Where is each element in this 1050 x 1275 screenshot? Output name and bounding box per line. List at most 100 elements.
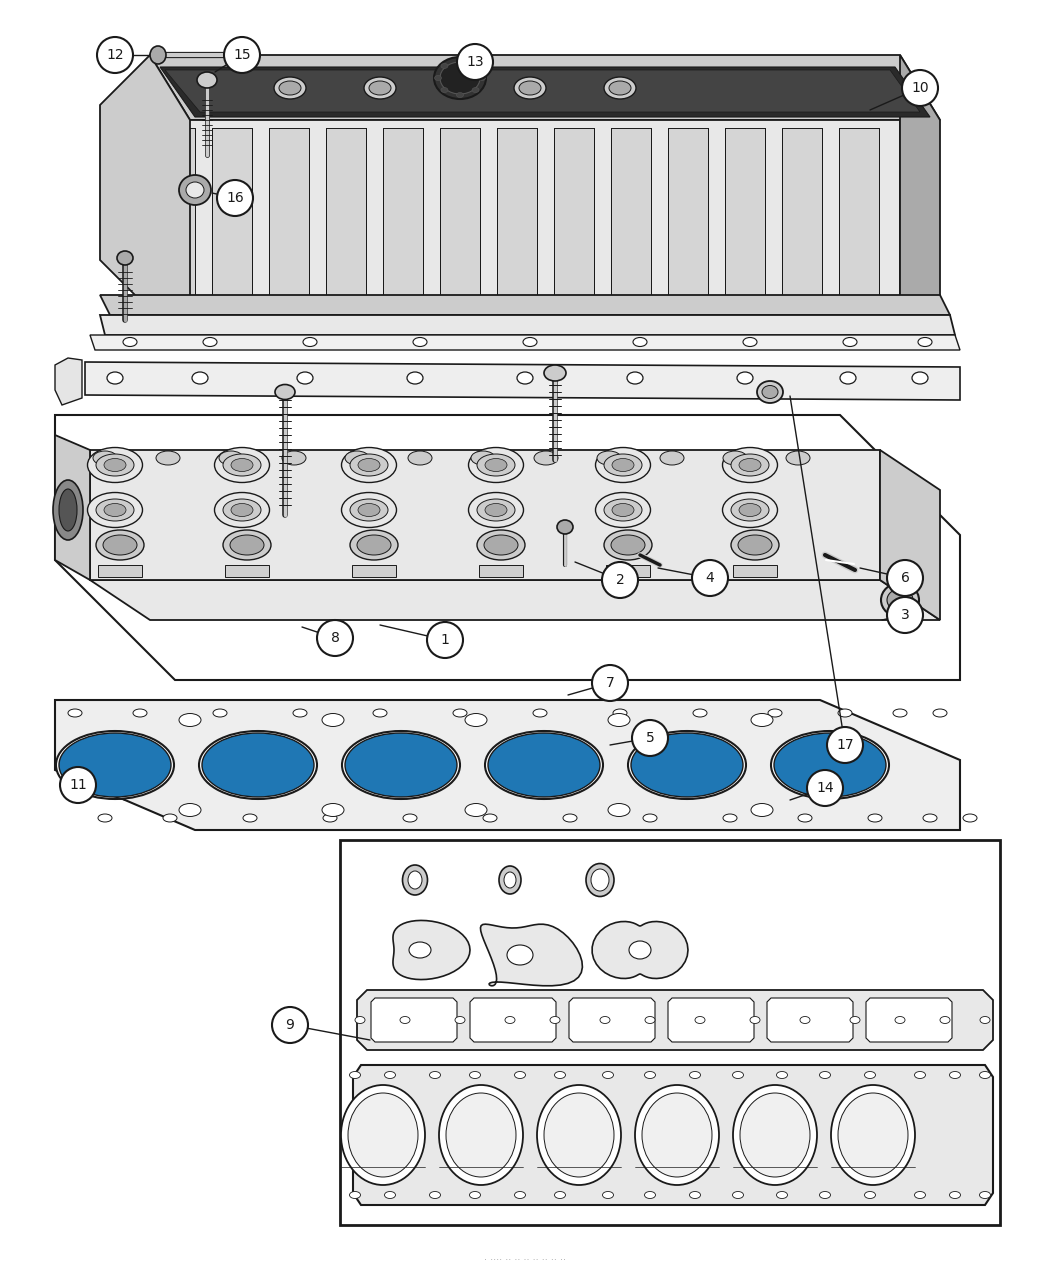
- Ellipse shape: [52, 479, 83, 541]
- Ellipse shape: [355, 1016, 365, 1024]
- Ellipse shape: [150, 46, 166, 64]
- Ellipse shape: [550, 1016, 560, 1024]
- Circle shape: [457, 45, 494, 80]
- Ellipse shape: [468, 448, 524, 482]
- Ellipse shape: [213, 709, 227, 717]
- Text: 8: 8: [331, 631, 339, 645]
- Ellipse shape: [731, 454, 769, 476]
- Text: 1: 1: [441, 632, 449, 646]
- Ellipse shape: [441, 88, 448, 93]
- Ellipse shape: [586, 863, 614, 896]
- Ellipse shape: [751, 803, 773, 816]
- Ellipse shape: [243, 813, 257, 822]
- Bar: [479, 565, 523, 578]
- Ellipse shape: [214, 448, 270, 482]
- Circle shape: [224, 37, 260, 73]
- Ellipse shape: [612, 459, 634, 472]
- Ellipse shape: [751, 714, 773, 727]
- Ellipse shape: [219, 451, 243, 465]
- Ellipse shape: [455, 1016, 465, 1024]
- Polygon shape: [440, 128, 480, 300]
- Circle shape: [692, 560, 728, 595]
- Ellipse shape: [739, 459, 761, 472]
- Ellipse shape: [504, 872, 516, 887]
- Polygon shape: [782, 128, 822, 300]
- Ellipse shape: [402, 864, 427, 895]
- Polygon shape: [900, 55, 940, 310]
- Ellipse shape: [231, 504, 253, 516]
- Ellipse shape: [483, 813, 497, 822]
- Ellipse shape: [107, 372, 123, 384]
- Ellipse shape: [544, 365, 566, 381]
- Ellipse shape: [341, 448, 397, 482]
- Ellipse shape: [103, 536, 136, 555]
- Ellipse shape: [838, 709, 852, 717]
- Ellipse shape: [350, 454, 388, 476]
- Ellipse shape: [690, 1071, 700, 1079]
- Polygon shape: [90, 335, 960, 351]
- Ellipse shape: [690, 1192, 700, 1198]
- Ellipse shape: [519, 82, 541, 96]
- Ellipse shape: [477, 499, 514, 521]
- Circle shape: [632, 720, 668, 756]
- Polygon shape: [839, 128, 879, 300]
- Ellipse shape: [56, 731, 174, 799]
- Text: 17: 17: [836, 738, 854, 752]
- Polygon shape: [569, 998, 655, 1042]
- Polygon shape: [90, 580, 940, 620]
- Circle shape: [427, 622, 463, 658]
- Ellipse shape: [93, 451, 117, 465]
- Ellipse shape: [214, 492, 270, 528]
- Ellipse shape: [297, 372, 313, 384]
- Ellipse shape: [556, 520, 573, 534]
- Ellipse shape: [554, 1192, 566, 1198]
- Ellipse shape: [68, 709, 82, 717]
- Ellipse shape: [733, 1192, 743, 1198]
- Polygon shape: [160, 68, 930, 117]
- Ellipse shape: [123, 338, 136, 347]
- Ellipse shape: [643, 813, 657, 822]
- Ellipse shape: [178, 714, 201, 727]
- Ellipse shape: [488, 733, 600, 797]
- Ellipse shape: [611, 536, 645, 555]
- Ellipse shape: [96, 499, 134, 521]
- Ellipse shape: [517, 372, 533, 384]
- Text: 2: 2: [615, 572, 625, 586]
- Ellipse shape: [838, 1093, 908, 1177]
- Ellipse shape: [963, 813, 976, 822]
- Ellipse shape: [774, 733, 886, 797]
- Ellipse shape: [800, 1016, 810, 1024]
- Ellipse shape: [612, 504, 634, 516]
- Ellipse shape: [980, 1192, 990, 1198]
- Bar: [340, 840, 1000, 1225]
- Ellipse shape: [595, 492, 651, 528]
- Ellipse shape: [364, 76, 396, 99]
- Ellipse shape: [410, 942, 430, 958]
- Ellipse shape: [87, 448, 143, 482]
- Ellipse shape: [351, 737, 452, 793]
- Ellipse shape: [197, 71, 217, 88]
- Ellipse shape: [533, 709, 547, 717]
- Ellipse shape: [505, 1016, 514, 1024]
- Polygon shape: [155, 128, 195, 300]
- Polygon shape: [766, 998, 853, 1042]
- Ellipse shape: [322, 714, 344, 727]
- Ellipse shape: [469, 1192, 481, 1198]
- Ellipse shape: [274, 76, 306, 99]
- Polygon shape: [269, 128, 309, 300]
- Ellipse shape: [369, 82, 391, 96]
- Text: 15: 15: [233, 48, 251, 62]
- Ellipse shape: [608, 714, 630, 727]
- Ellipse shape: [434, 57, 486, 99]
- Ellipse shape: [186, 182, 204, 198]
- Ellipse shape: [523, 338, 537, 347]
- Ellipse shape: [293, 709, 307, 717]
- Ellipse shape: [740, 1093, 810, 1177]
- Ellipse shape: [303, 338, 317, 347]
- Ellipse shape: [223, 499, 261, 521]
- Ellipse shape: [429, 1192, 441, 1198]
- Ellipse shape: [342, 731, 460, 799]
- Ellipse shape: [563, 813, 578, 822]
- Ellipse shape: [408, 871, 422, 889]
- Ellipse shape: [600, 1016, 610, 1024]
